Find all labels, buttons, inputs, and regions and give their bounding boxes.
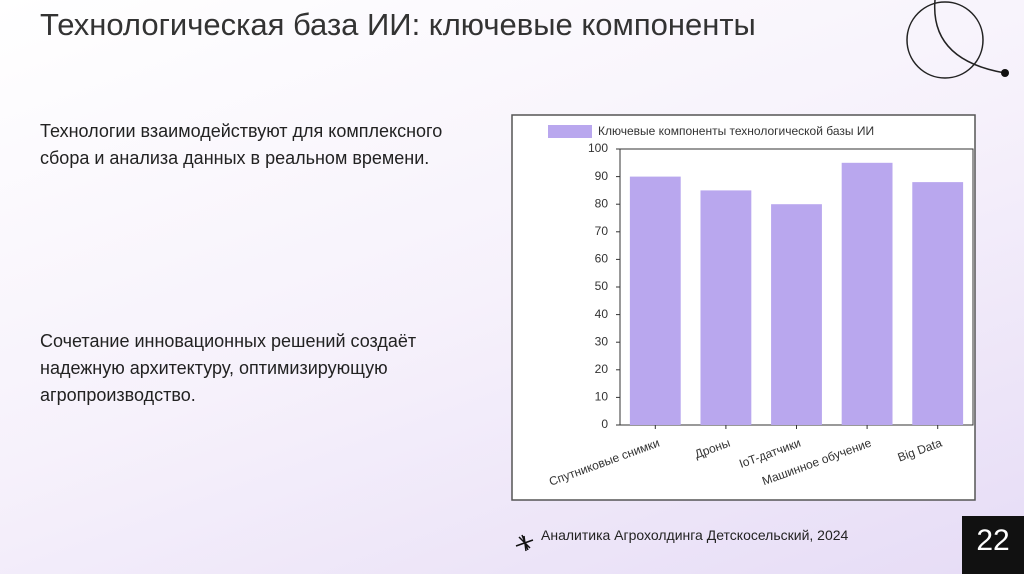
page-number: 22 xyxy=(962,516,1024,574)
y-tick-label: 50 xyxy=(595,279,609,293)
y-tick-label: 0 xyxy=(601,417,608,431)
y-tick-label: 20 xyxy=(595,362,609,376)
y-tick-label: 10 xyxy=(595,390,609,404)
bar xyxy=(629,176,681,425)
footer: Аналитика Агрохолдинга Детскосельский, 2… xyxy=(541,527,849,543)
bar xyxy=(771,204,822,425)
bar xyxy=(700,190,752,425)
y-tick-label: 100 xyxy=(588,141,608,155)
legend-label: Ключевые компоненты технологической базы… xyxy=(598,124,874,138)
paragraph: Технологии взаимодействуют для комплексн… xyxy=(40,121,443,168)
y-tick-label: 60 xyxy=(595,252,609,266)
paragraph: Сочетание инновационных решений создаёт … xyxy=(40,331,417,405)
y-tick-label: 80 xyxy=(595,196,609,210)
slide-title: Технологическая база ИИ: ключевые компон… xyxy=(40,7,756,42)
bar xyxy=(841,162,893,426)
y-tick-label: 30 xyxy=(595,334,609,348)
legend-swatch xyxy=(548,125,592,138)
y-tick-label: 70 xyxy=(595,224,609,238)
y-tick-label: 90 xyxy=(595,169,609,183)
bar xyxy=(912,182,964,425)
y-tick-label: 40 xyxy=(595,307,609,321)
